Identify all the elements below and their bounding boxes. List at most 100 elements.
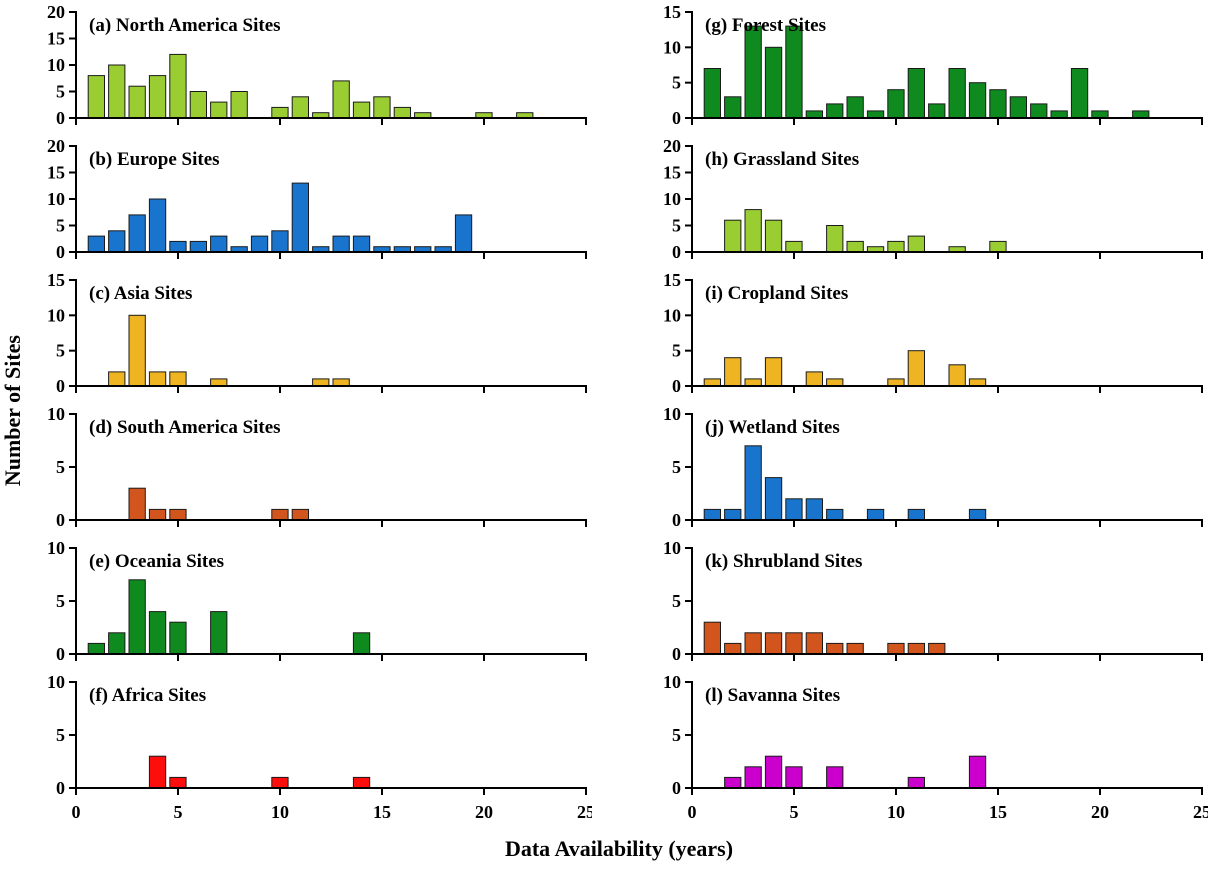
bar-year-7 — [210, 235, 228, 253]
bar-year-4 — [764, 219, 783, 253]
bar-year-9 — [866, 508, 885, 521]
bar-year-11 — [907, 350, 926, 387]
bar-year-15 — [989, 240, 1007, 253]
y-tick-label: 20 — [47, 4, 65, 22]
bar-year-7 — [210, 101, 228, 119]
y-tick-label: 5 — [56, 725, 65, 745]
bar-year-1 — [87, 75, 105, 119]
y-tick-label: 10 — [47, 305, 65, 325]
bar-year-15 — [373, 96, 391, 119]
y-tick-label: 0 — [672, 108, 681, 128]
y-tick-label: 15 — [47, 163, 65, 183]
bar-year-3 — [128, 214, 146, 253]
y-axis-label: Number of Sites — [0, 335, 25, 487]
bar-year-14 — [968, 508, 987, 521]
bar-year-19 — [1070, 68, 1089, 119]
y-tick-label: 0 — [56, 376, 65, 396]
bar-year-11 — [907, 776, 926, 789]
bar-year-7 — [826, 642, 844, 655]
bar-year-3 — [744, 766, 762, 789]
bar-year-19 — [454, 214, 473, 253]
y-tick-label: 10 — [663, 540, 681, 558]
y-tick-label: 5 — [56, 341, 65, 361]
bar-year-20 — [1091, 110, 1109, 119]
y-tick-label: 5 — [672, 341, 681, 361]
x-tick-label: 5 — [790, 802, 799, 822]
bar-year-10 — [887, 240, 905, 253]
bar-year-12 — [928, 103, 946, 119]
bar-year-4 — [148, 371, 167, 387]
bar-year-2 — [108, 371, 126, 387]
panel-k-chart: 0 5 10 (k) Shrubland Sites — [663, 540, 1203, 664]
bar-year-2 — [724, 642, 742, 655]
bar-year-1 — [703, 378, 721, 387]
x-tick-label: 15 — [373, 802, 391, 822]
panel-title: (e) Oceania Sites — [89, 551, 224, 572]
bar-year-1 — [87, 235, 105, 253]
bar-year-8 — [846, 240, 864, 253]
bar-year-2 — [724, 96, 742, 119]
bar-year-9 — [866, 110, 885, 119]
bar-year-14 — [352, 101, 371, 119]
bar-year-10 — [271, 230, 289, 253]
bar-year-3 — [128, 85, 146, 119]
bar-year-8 — [230, 91, 248, 119]
panel-title: (c) Asia Sites — [89, 283, 192, 304]
y-tick-label: 10 — [663, 189, 681, 209]
bar-year-5 — [169, 508, 187, 521]
bar-year-5 — [785, 632, 803, 655]
bar-year-2 — [724, 357, 742, 387]
bar-year-17 — [1030, 103, 1048, 119]
bar-year-7 — [826, 378, 844, 387]
bar-year-14 — [352, 776, 371, 789]
bar-year-11 — [907, 508, 926, 521]
y-tick-label: 10 — [47, 540, 65, 558]
bar-year-2 — [108, 632, 126, 655]
bar-year-10 — [887, 378, 905, 387]
panel-b-chart: 0 5 10 15 20 (b) Europe Sites — [47, 138, 587, 262]
bar-year-22 — [1132, 110, 1150, 119]
y-tick-label: 5 — [672, 457, 681, 477]
panel-title: (g) Forest Sites — [705, 15, 826, 36]
bar-year-1 — [703, 508, 721, 521]
y-tick-label: 15 — [47, 29, 65, 49]
bar-year-6 — [805, 498, 823, 521]
y-tick-label: 15 — [663, 4, 681, 22]
bar-year-4 — [148, 508, 167, 521]
y-tick-label: 0 — [672, 376, 681, 396]
y-tick-label: 0 — [672, 778, 681, 798]
bar-year-10 — [887, 642, 905, 655]
bar-year-12 — [928, 642, 946, 655]
bar-year-14 — [352, 632, 371, 655]
y-tick-label: 10 — [47, 55, 65, 75]
bar-year-13 — [332, 235, 350, 253]
y-tick-label: 5 — [56, 591, 65, 611]
y-tick-label: 0 — [56, 644, 65, 664]
y-tick-label: 5 — [56, 82, 65, 102]
bar-year-16 — [1009, 96, 1028, 119]
y-tick-label: 5 — [672, 725, 681, 745]
x-tick-label: 20 — [475, 802, 493, 822]
bar-year-4 — [148, 755, 167, 789]
x-tick-label: 0 — [688, 802, 697, 822]
bar-year-6 — [189, 91, 207, 119]
bar-year-6 — [189, 240, 207, 253]
bar-year-11 — [291, 182, 310, 253]
bar-year-4 — [148, 75, 167, 119]
y-tick-label: 0 — [672, 510, 681, 530]
bar-year-3 — [744, 632, 762, 655]
bar-year-6 — [805, 371, 823, 387]
y-tick-label: 10 — [47, 189, 65, 209]
bar-year-13 — [332, 378, 350, 387]
bar-year-5 — [169, 621, 187, 655]
bar-year-5 — [169, 240, 187, 253]
bar-year-2 — [724, 776, 742, 789]
x-tick-label: 15 — [989, 802, 1007, 822]
bar-year-4 — [764, 46, 783, 119]
bar-year-15 — [989, 89, 1007, 119]
bar-year-8 — [846, 642, 864, 655]
bar-year-14 — [352, 235, 371, 253]
x-axis-label: Data Availability (years) — [504, 836, 734, 861]
y-tick-label: 5 — [56, 216, 65, 236]
